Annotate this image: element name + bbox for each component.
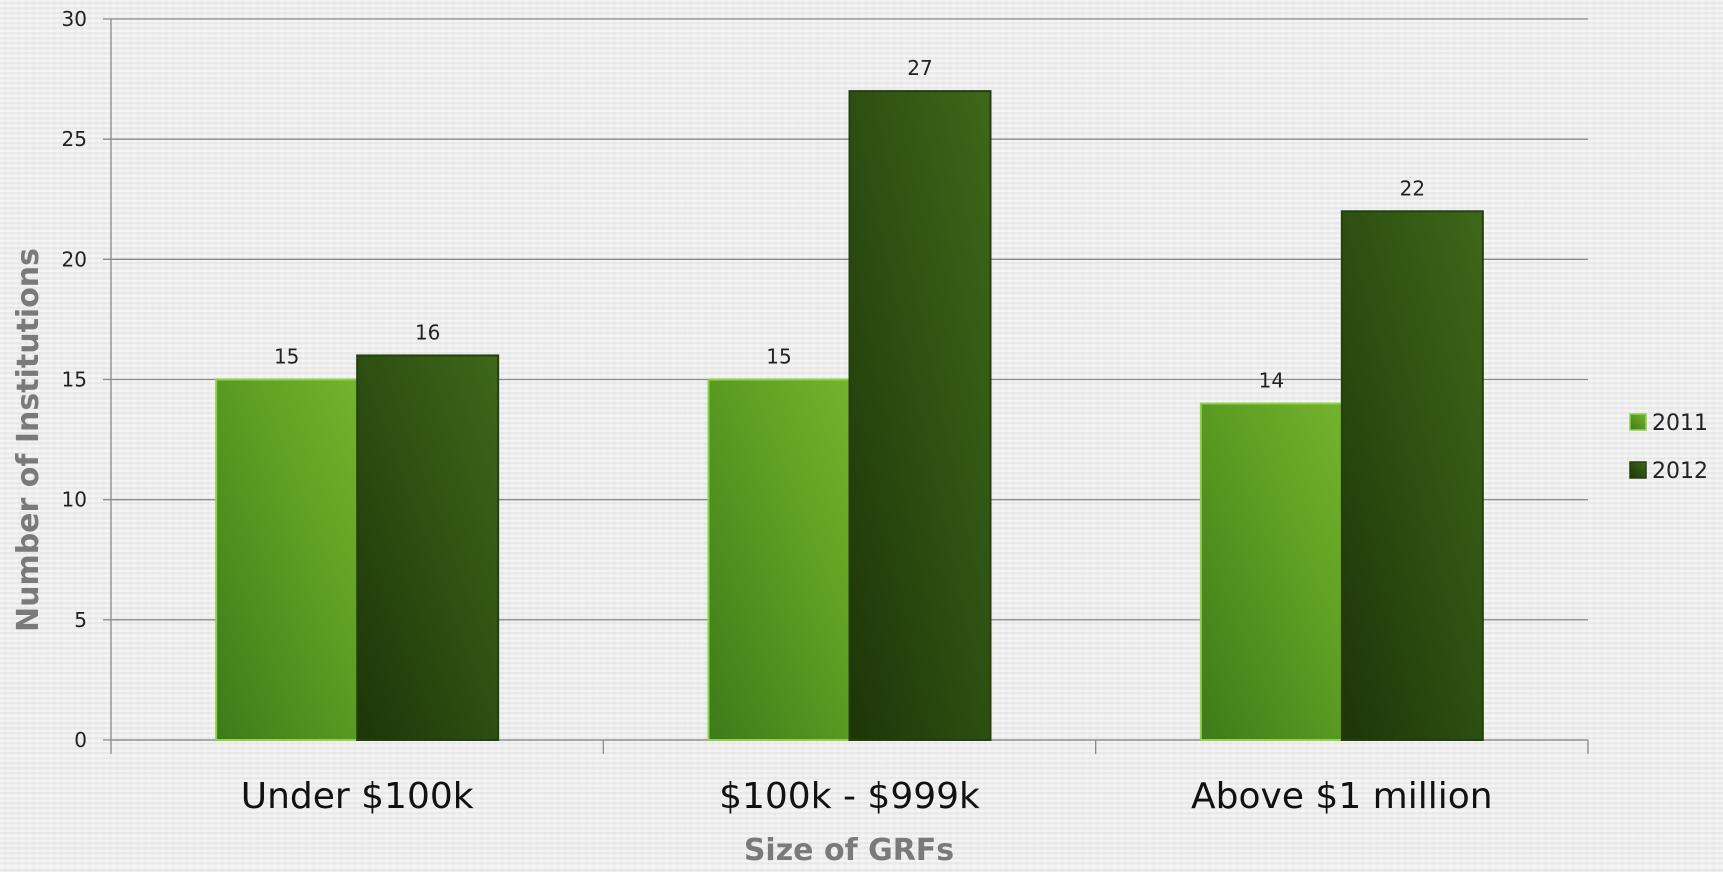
bar-2012-0 [356,354,500,741]
labels: 0 5 10 15 20 25 30 15 16 Under $100k 15 27 $100k - $… [62,7,1493,817]
data-label: 15 [274,345,299,369]
bar-2012-1 [848,90,992,742]
y-tick-label: 25 [62,127,87,151]
bar-2011-0 [215,378,359,741]
y-tick-label: 15 [62,368,87,392]
x-category-label: Above $1 million [1191,776,1493,817]
data-label: 16 [415,320,440,344]
legend-label-2011: 2011 [1652,411,1708,436]
y-tick-label: 5 [74,608,87,632]
y-tick-label: 20 [62,247,87,271]
y-tick-label: 0 [74,728,87,752]
legend-label-2012: 2012 [1652,459,1708,484]
bar-2011-1 [707,378,851,741]
y-tick-label: 30 [62,7,87,31]
bar-2011-2 [1199,402,1343,741]
x-category-label: $100k - $999k [719,776,980,817]
legend-swatch-2012 [1629,461,1647,479]
x-axis-title: Size of GRFs [744,833,954,867]
bars [215,90,1484,742]
y-axis-title: Number of Institutions [11,248,46,632]
legend: 2011 2012 [1629,411,1708,484]
x-category-label: Under $100k [241,776,474,817]
legend-swatch-2011 [1629,413,1647,431]
data-label: 15 [766,345,791,369]
data-label: 14 [1259,369,1284,393]
data-label: 22 [1400,176,1425,200]
data-label: 27 [907,56,932,80]
y-tick-label: 10 [62,488,87,512]
bar-2012-2 [1340,210,1484,741]
